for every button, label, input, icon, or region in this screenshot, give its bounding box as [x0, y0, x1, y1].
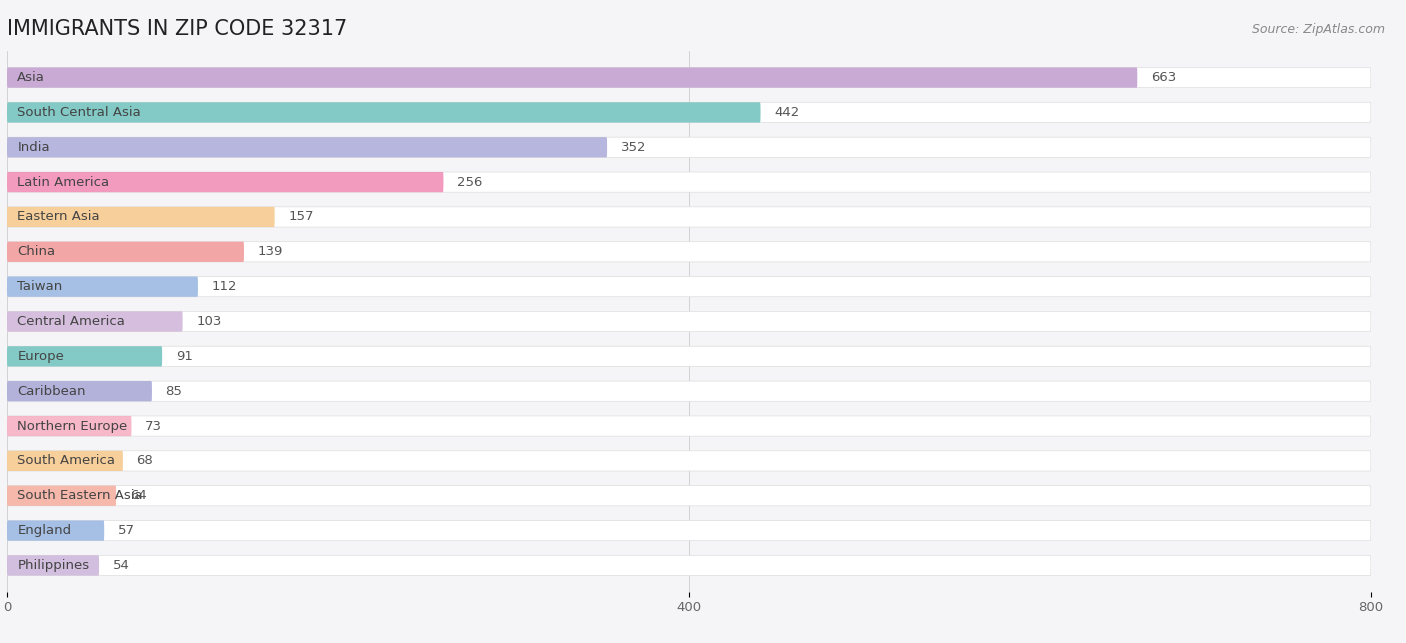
Text: Asia: Asia: [17, 71, 45, 84]
FancyBboxPatch shape: [7, 381, 1371, 401]
FancyBboxPatch shape: [7, 137, 607, 158]
Text: 54: 54: [112, 559, 129, 572]
Text: Europe: Europe: [17, 350, 65, 363]
FancyBboxPatch shape: [7, 520, 1371, 541]
FancyBboxPatch shape: [7, 416, 132, 436]
FancyBboxPatch shape: [7, 346, 1371, 367]
FancyBboxPatch shape: [7, 451, 122, 471]
FancyBboxPatch shape: [7, 276, 198, 297]
Text: 139: 139: [257, 246, 283, 258]
FancyBboxPatch shape: [7, 68, 1137, 87]
Text: Latin America: Latin America: [17, 176, 110, 188]
Text: Taiwan: Taiwan: [17, 280, 62, 293]
FancyBboxPatch shape: [7, 276, 1371, 297]
FancyBboxPatch shape: [7, 68, 1371, 87]
FancyBboxPatch shape: [7, 172, 1371, 192]
FancyBboxPatch shape: [7, 242, 245, 262]
FancyBboxPatch shape: [7, 485, 1371, 506]
FancyBboxPatch shape: [7, 242, 1371, 262]
Text: 103: 103: [197, 315, 222, 328]
Text: 352: 352: [620, 141, 647, 154]
Text: IMMIGRANTS IN ZIP CODE 32317: IMMIGRANTS IN ZIP CODE 32317: [7, 19, 347, 39]
Text: 73: 73: [145, 419, 162, 433]
Text: South Eastern Asia: South Eastern Asia: [17, 489, 143, 502]
Text: Eastern Asia: Eastern Asia: [17, 210, 100, 224]
FancyBboxPatch shape: [7, 311, 183, 332]
FancyBboxPatch shape: [7, 451, 1371, 471]
Text: Caribbean: Caribbean: [17, 385, 86, 397]
FancyBboxPatch shape: [7, 346, 162, 367]
Text: England: England: [17, 524, 72, 537]
FancyBboxPatch shape: [7, 102, 1371, 123]
Text: Central America: Central America: [17, 315, 125, 328]
Text: Philippines: Philippines: [17, 559, 90, 572]
FancyBboxPatch shape: [7, 311, 1371, 332]
FancyBboxPatch shape: [7, 381, 152, 401]
Text: 256: 256: [457, 176, 482, 188]
Text: Northern Europe: Northern Europe: [17, 419, 128, 433]
FancyBboxPatch shape: [7, 520, 104, 541]
Text: South Central Asia: South Central Asia: [17, 106, 141, 119]
FancyBboxPatch shape: [7, 207, 274, 227]
Text: 112: 112: [211, 280, 238, 293]
FancyBboxPatch shape: [7, 172, 443, 192]
Text: Source: ZipAtlas.com: Source: ZipAtlas.com: [1251, 23, 1385, 35]
Text: 85: 85: [166, 385, 183, 397]
Text: 64: 64: [129, 489, 146, 502]
Text: China: China: [17, 246, 55, 258]
Text: India: India: [17, 141, 49, 154]
FancyBboxPatch shape: [7, 102, 761, 123]
FancyBboxPatch shape: [7, 137, 1371, 158]
FancyBboxPatch shape: [7, 485, 117, 506]
FancyBboxPatch shape: [7, 416, 1371, 436]
Text: 157: 157: [288, 210, 314, 224]
FancyBboxPatch shape: [7, 556, 98, 575]
Text: 57: 57: [118, 524, 135, 537]
FancyBboxPatch shape: [7, 207, 1371, 227]
Text: South America: South America: [17, 455, 115, 467]
Text: 442: 442: [775, 106, 800, 119]
FancyBboxPatch shape: [7, 556, 1371, 575]
Text: 68: 68: [136, 455, 153, 467]
Text: 91: 91: [176, 350, 193, 363]
Text: 663: 663: [1152, 71, 1177, 84]
